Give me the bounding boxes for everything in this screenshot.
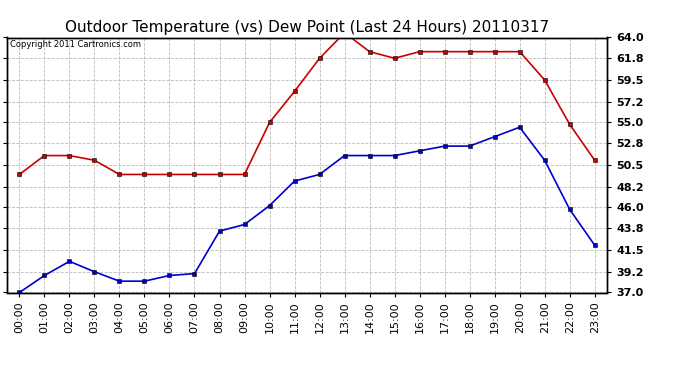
Text: Copyright 2011 Cartronics.com: Copyright 2011 Cartronics.com — [10, 40, 141, 49]
Title: Outdoor Temperature (vs) Dew Point (Last 24 Hours) 20110317: Outdoor Temperature (vs) Dew Point (Last… — [65, 20, 549, 35]
